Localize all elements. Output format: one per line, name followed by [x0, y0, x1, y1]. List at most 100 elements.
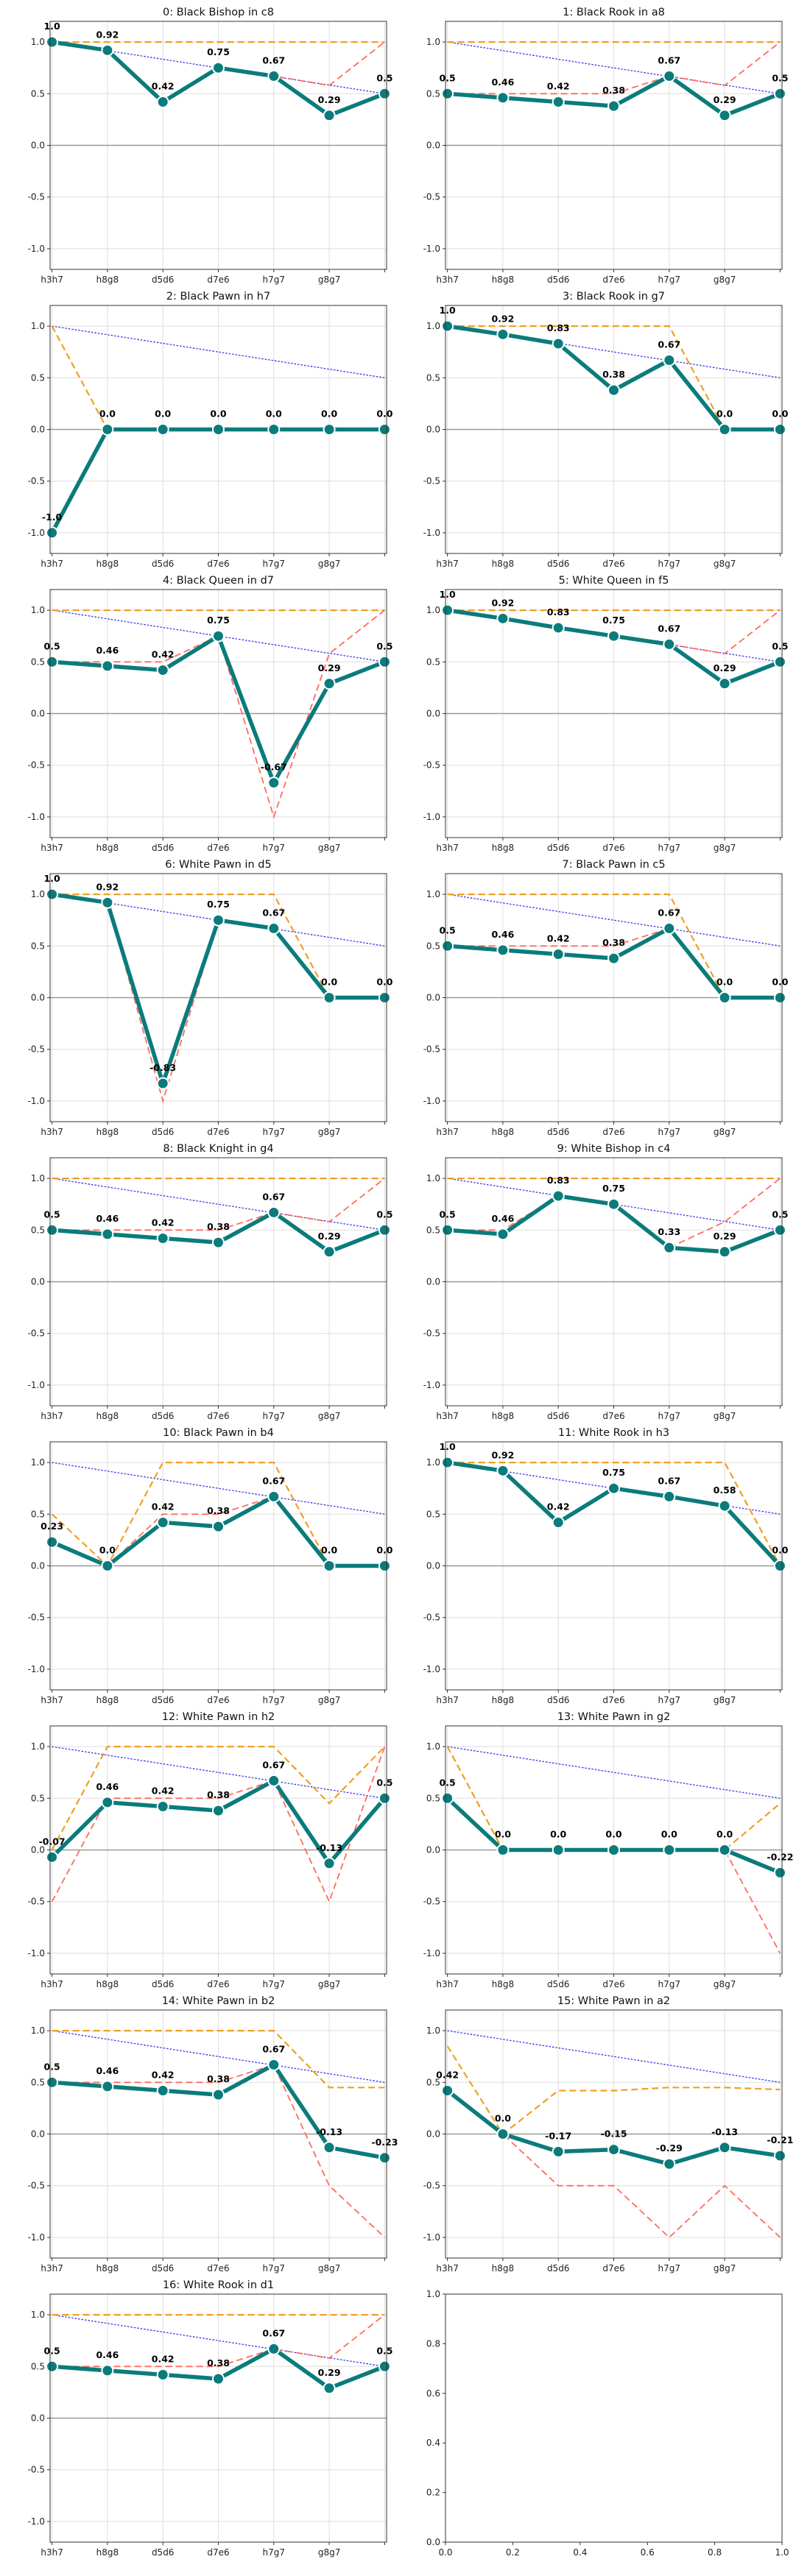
value-point	[496, 612, 510, 625]
data-label: 0.0	[661, 1829, 677, 1840]
upper-bound-line	[447, 1461, 781, 1567]
x-tick-label: d7e6	[207, 843, 229, 853]
value-point	[441, 319, 454, 333]
y-tick-label: 0.0	[31, 141, 45, 151]
value-point	[46, 888, 59, 901]
x-tick-label: h7g7	[263, 2263, 286, 2274]
data-label: 0.46	[96, 2065, 119, 2076]
value-point	[663, 1490, 676, 1503]
x-tick-label: h8g8	[96, 2263, 119, 2274]
y-tick-label: 0.0	[426, 2537, 440, 2547]
value-point	[441, 87, 454, 100]
x-tick-label: h8g8	[96, 275, 119, 285]
x-tick-label: h3h7	[40, 1411, 63, 1421]
data-label: 0.5	[44, 2345, 60, 2356]
data-label: -0.15	[600, 2129, 627, 2140]
subplot-11: -1.0 -0.5 0.0 0.5 1.01.0 0.92 0.42 0.75 0.67 0.58…	[423, 1427, 789, 1705]
x-tick-label: h8g8	[96, 1979, 119, 1989]
y-tick-label: -1.0	[423, 2232, 440, 2243]
x-tick-label: h3h7	[40, 1979, 63, 1989]
axes-frame	[49, 21, 387, 270]
data-label: 0.0	[155, 408, 171, 420]
value-point	[496, 1464, 510, 1477]
data-label: 0.67	[262, 1475, 285, 1486]
value-point	[441, 2084, 454, 2098]
value-point	[156, 2084, 169, 2098]
data-label: 0.75	[602, 1183, 625, 1194]
y-tick-label: 1.0	[426, 1741, 440, 1752]
value-point	[718, 2141, 731, 2154]
x-tick-label: h7g7	[263, 275, 286, 285]
value-point	[212, 2088, 225, 2101]
x-tick-label: d5d6	[152, 2547, 175, 2558]
data-label: 0.0	[716, 977, 733, 988]
upper-bound-line	[52, 2030, 385, 2089]
value-point	[212, 61, 225, 74]
data-label: 1.0	[440, 1441, 456, 1452]
data-label: 0.33	[658, 1226, 680, 1237]
data-label: 0.5	[440, 924, 456, 935]
value-point	[496, 944, 510, 957]
x-tick-label: h3h7	[40, 2263, 63, 2274]
lower-bound-line	[52, 1496, 385, 1567]
y-tick-label: -0.5	[28, 760, 45, 771]
data-label: 0.38	[207, 1221, 230, 1232]
y-tick-label: 0.5	[31, 88, 45, 99]
data-label: 0.42	[152, 1786, 175, 1797]
y-tick-label: 1.0	[426, 1173, 440, 1183]
y-tick-label: 0.5	[31, 1793, 45, 1803]
x-tick-label: h3h7	[436, 275, 458, 285]
data-label: 0.29	[318, 2367, 341, 2378]
value-point	[608, 629, 620, 643]
axes-frame	[445, 2293, 783, 2543]
y-tick-label: -1.0	[423, 1948, 440, 1958]
value-point	[267, 2342, 281, 2355]
value-point	[101, 43, 114, 57]
value-point	[608, 383, 620, 397]
x-tick-label: g8g7	[714, 843, 736, 853]
value-point	[212, 629, 225, 643]
data-label: -0.13	[316, 1842, 342, 1853]
data-label: 0.0	[772, 408, 788, 420]
value-point	[267, 1490, 281, 1503]
x-tick-label: h3h7	[40, 843, 63, 853]
data-label: 0.38	[602, 937, 625, 948]
y-tick-label: -1.0	[423, 1380, 440, 1390]
axes-frame	[49, 1157, 387, 1406]
x-tick-label: d7e6	[207, 2263, 229, 2274]
data-label: 0.92	[96, 881, 119, 892]
data-label: 0.42	[152, 1501, 175, 1512]
data-label: 0.0	[716, 408, 733, 420]
value-point	[718, 1499, 731, 1512]
axes-frame	[445, 21, 783, 270]
value-point	[663, 637, 676, 651]
data-label: 0.29	[714, 662, 736, 673]
y-tick-label: -0.5	[28, 2181, 45, 2191]
value-point	[496, 1228, 510, 1241]
value-point	[212, 2372, 225, 2385]
y-tick-label: 0.5	[31, 941, 45, 951]
value-point	[46, 35, 59, 49]
x-tick-label: d5d6	[547, 1979, 570, 1989]
value-point	[378, 2360, 391, 2373]
subplot-14: -1.0 -0.5 0.0 0.5 1.0 0.5 0.46 0.42 0.38 0.67 -0.1…	[28, 1995, 398, 2274]
y-tick-label: -0.5	[28, 1897, 45, 1907]
subplot-title: 7: Black Pawn in c5	[562, 859, 665, 871]
value-point	[267, 1774, 281, 1787]
x-tick-label: h7g7	[263, 2547, 286, 2558]
x-tick-label: h3h7	[40, 2547, 63, 2558]
data-label: 0.92	[491, 1449, 514, 1460]
data-label: 0.0	[550, 1829, 566, 1840]
value-point	[46, 1850, 59, 1864]
y-tick-label: -0.5	[423, 1613, 440, 1623]
value-point	[552, 2145, 565, 2158]
x-tick-label: d7e6	[207, 1979, 229, 1989]
x-tick-label: h3h7	[436, 1127, 458, 1137]
data-label: 0.75	[602, 615, 625, 626]
x-tick-label: h8g8	[96, 1127, 119, 1137]
x-tick-label: d7e6	[602, 843, 624, 853]
data-label: 0.0	[266, 408, 282, 420]
x-tick-label: h8g8	[96, 2547, 119, 2558]
upper-bound-line	[52, 893, 385, 999]
subplot-title: 13: White Pawn in g2	[557, 1711, 671, 1723]
